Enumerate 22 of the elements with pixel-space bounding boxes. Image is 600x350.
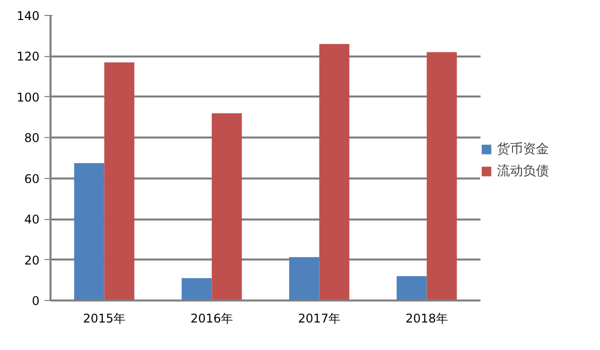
bar: [212, 113, 242, 300]
bar: [104, 62, 134, 300]
x-tick-label: 2016年: [190, 312, 234, 326]
y-tick-label: 120: [16, 50, 40, 64]
bar: [396, 276, 427, 300]
legend-label: 流动负债: [497, 163, 549, 180]
x-tick-label: 2017年: [298, 312, 341, 326]
bar: [426, 52, 457, 300]
bar: [319, 44, 350, 300]
y-tick-label: 60: [24, 172, 40, 186]
legend-label: 货币资金: [497, 141, 549, 158]
y-tick-label: 140: [16, 9, 40, 23]
y-tick-label: 40: [24, 212, 40, 227]
x-tick-label: 2018年: [405, 312, 448, 326]
bar: [74, 163, 104, 300]
bar: [289, 257, 320, 300]
y-tick-label: 0: [32, 294, 40, 308]
y-tick-label: 100: [16, 90, 40, 104]
bar: [182, 278, 212, 300]
y-tick-label: 20: [24, 253, 40, 268]
y-tick-label: 80: [24, 131, 40, 146]
x-tick-label: 2015年: [82, 312, 126, 326]
